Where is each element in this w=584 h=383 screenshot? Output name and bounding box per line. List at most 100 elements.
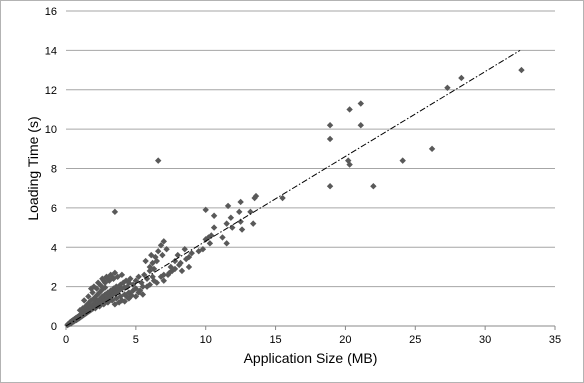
x-tick-label-15: 15: [269, 334, 281, 346]
data-point-131: [127, 275, 134, 282]
data-point-164: [181, 246, 188, 253]
data-point-89: [101, 284, 109, 291]
data-point-173: [178, 267, 186, 275]
x-tick-label-10: 10: [200, 334, 212, 346]
data-point-85: [90, 295, 98, 302]
data-point-187: [206, 240, 214, 247]
data-point-205: [326, 183, 334, 190]
data-point-126: [128, 292, 135, 299]
data-point-137: [143, 275, 151, 282]
data-point-127: [135, 289, 142, 296]
x-tick-label-35: 35: [549, 334, 561, 346]
data-point-207: [346, 161, 353, 168]
data-point-183: [208, 232, 215, 239]
data-point-128: [115, 299, 123, 306]
data-point-192: [224, 202, 232, 210]
data-point-167: [175, 261, 183, 269]
data-point-158: [163, 246, 170, 253]
data-point-156: [153, 257, 161, 265]
data-point-75: [118, 285, 126, 292]
data-point-213: [428, 145, 436, 153]
data-point-147: [150, 277, 158, 284]
data-point-193: [229, 224, 236, 231]
data-point-190: [223, 220, 230, 227]
data-point-133: [132, 277, 140, 284]
y-axis-label: Loading Time (s): [25, 116, 41, 220]
data-point-194: [237, 218, 244, 225]
data-point-177: [111, 208, 119, 216]
data-point-200: [252, 192, 260, 200]
data-point-114: [108, 297, 116, 304]
data-point-112: [100, 301, 107, 308]
data-point-145: [136, 287, 144, 294]
data-point-195: [236, 208, 243, 216]
data-point-202: [279, 194, 286, 202]
data-point-196: [237, 198, 244, 206]
x-tick-label-20: 20: [339, 334, 351, 346]
data-point-101: [94, 279, 102, 286]
data-point-168: [182, 255, 190, 263]
data-point-184: [210, 224, 218, 231]
data-point-174: [185, 263, 193, 271]
data-point-125: [121, 298, 128, 305]
x-tick-label-5: 5: [133, 334, 139, 346]
x-axis-label: Application Size (MB): [244, 350, 378, 366]
data-point-113: [104, 299, 112, 306]
y-tick-label-6: 6: [51, 203, 57, 215]
data-point-72: [114, 284, 121, 291]
data-point-149: [164, 271, 172, 279]
data-point-153: [155, 247, 162, 255]
data-point-134: [135, 273, 142, 280]
data-point-191: [227, 214, 235, 221]
data-point-208: [346, 106, 353, 113]
data-point-211: [370, 183, 377, 190]
data-point-176: [148, 251, 155, 259]
data-point-132: [129, 281, 137, 288]
data-point-162: [174, 251, 181, 259]
data-point-105: [111, 269, 119, 277]
x-tick-label-30: 30: [479, 334, 491, 346]
y-tick-labels: 0 2 4 6 8 10 12 14 16: [45, 6, 57, 333]
data-point-159: [150, 265, 158, 273]
data-point-110: [92, 305, 99, 312]
y-tick-label-0: 0: [51, 321, 57, 333]
x-tick-labels: 0 5 10 15 20 25 30 35: [63, 334, 561, 346]
y-tick-label-2: 2: [51, 282, 57, 294]
data-point-197: [238, 226, 246, 233]
data-point-93: [93, 285, 100, 292]
data-point-90: [80, 297, 88, 304]
data-points: [64, 66, 525, 329]
data-point-94: [97, 282, 105, 289]
data-point-98: [114, 273, 121, 280]
data-point-155: [160, 238, 167, 245]
y-tick-label-8: 8: [51, 164, 57, 176]
data-point-216: [518, 66, 525, 74]
data-point-172: [171, 265, 179, 273]
gridlines: [66, 10, 555, 288]
data-point-215: [458, 74, 465, 82]
data-point-129: [124, 294, 131, 301]
data-point-107: [100, 277, 107, 284]
data-point-180: [199, 246, 207, 253]
data-point-212: [399, 157, 406, 164]
data-point-154: [157, 242, 165, 249]
data-point-157: [159, 251, 166, 259]
x-tick-marks: [65, 326, 556, 330]
data-point-115: [113, 295, 120, 302]
data-point-210: [357, 100, 364, 107]
data-point-78: [122, 277, 130, 284]
y-tick-label-12: 12: [45, 85, 57, 97]
data-point-91: [85, 293, 92, 300]
data-point-214: [444, 84, 451, 91]
data-point-38: [90, 301, 98, 308]
data-point-146: [143, 283, 151, 290]
trendline: [65, 49, 521, 327]
data-point-178: [155, 157, 162, 164]
data-point-201: [247, 208, 254, 216]
data-point-140: [132, 285, 140, 292]
data-point-170: [160, 271, 167, 279]
data-point-82: [82, 303, 89, 310]
data-point-204: [326, 135, 334, 143]
